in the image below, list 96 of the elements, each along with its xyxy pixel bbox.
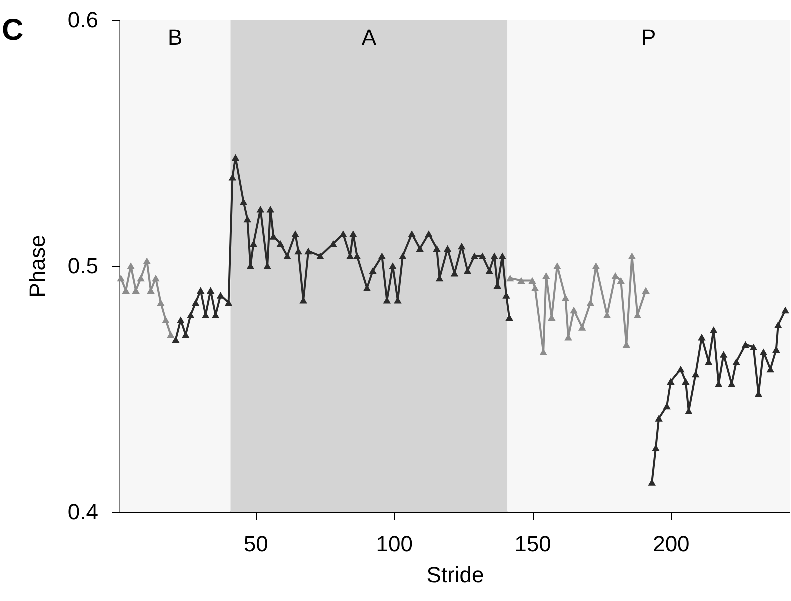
band-label: A xyxy=(362,25,377,50)
point xyxy=(528,277,536,284)
point xyxy=(782,306,790,314)
point xyxy=(266,206,274,213)
point xyxy=(554,262,562,270)
point xyxy=(677,366,685,373)
point xyxy=(270,233,278,240)
point xyxy=(187,312,195,319)
point xyxy=(117,274,125,282)
point xyxy=(444,245,452,252)
text: C xyxy=(2,14,24,47)
point xyxy=(363,284,372,292)
point xyxy=(655,415,663,422)
point xyxy=(292,230,300,238)
point xyxy=(172,336,180,344)
point xyxy=(196,287,205,294)
point xyxy=(157,300,165,306)
point xyxy=(284,252,292,260)
x-axis-title: Stride xyxy=(426,562,484,588)
point xyxy=(127,262,135,270)
x-tick-label: 150 xyxy=(514,532,552,556)
point xyxy=(340,230,348,238)
point xyxy=(506,314,514,322)
point xyxy=(162,316,170,324)
point xyxy=(774,322,782,328)
point xyxy=(772,346,780,353)
point xyxy=(667,378,675,385)
point xyxy=(206,287,215,294)
point xyxy=(478,252,487,260)
point xyxy=(224,300,233,306)
point xyxy=(256,206,265,213)
band-label: P xyxy=(641,25,656,50)
point xyxy=(612,272,620,280)
point xyxy=(586,300,595,306)
point xyxy=(433,245,441,252)
point xyxy=(378,252,386,260)
point xyxy=(498,252,506,260)
y-axis-title: Phase xyxy=(24,235,50,298)
point xyxy=(167,332,175,338)
x-tick-label: 200 xyxy=(653,532,690,556)
band-label: B xyxy=(168,25,183,50)
point xyxy=(698,334,706,341)
point xyxy=(682,378,690,385)
point xyxy=(720,351,728,358)
point xyxy=(143,258,152,264)
point xyxy=(330,240,338,248)
point xyxy=(490,252,498,260)
point xyxy=(470,252,479,260)
point xyxy=(369,268,377,274)
y-tick-label: 0.4 xyxy=(68,500,98,524)
point xyxy=(316,252,324,260)
point xyxy=(648,479,656,486)
point xyxy=(506,274,514,282)
point xyxy=(542,272,550,280)
point xyxy=(486,268,494,274)
point xyxy=(177,316,185,324)
point xyxy=(562,294,570,302)
point xyxy=(592,262,600,270)
point xyxy=(244,216,252,223)
point xyxy=(192,300,200,306)
point xyxy=(350,230,358,238)
point xyxy=(742,341,750,348)
point xyxy=(232,154,240,162)
point xyxy=(531,284,540,292)
x-tick-label: 50 xyxy=(244,532,268,556)
point xyxy=(389,262,397,270)
point xyxy=(578,324,586,331)
point xyxy=(425,230,433,238)
point xyxy=(570,306,578,314)
point xyxy=(652,444,660,452)
y-tick-label: 0.6 xyxy=(68,8,98,32)
x-tick-label: 100 xyxy=(376,532,413,556)
point xyxy=(353,252,362,260)
point xyxy=(137,274,145,282)
point xyxy=(732,358,740,366)
point xyxy=(750,344,758,351)
point xyxy=(250,240,258,248)
point xyxy=(399,252,407,260)
point xyxy=(692,370,700,378)
point xyxy=(642,287,650,294)
y-tick-label: 0.5 xyxy=(68,254,98,278)
point xyxy=(408,230,416,238)
point xyxy=(294,248,302,255)
point xyxy=(760,348,768,356)
point xyxy=(228,174,237,181)
point xyxy=(416,245,424,252)
point xyxy=(617,277,625,284)
point xyxy=(502,292,510,299)
point xyxy=(628,252,636,260)
point xyxy=(152,274,160,282)
point xyxy=(240,198,248,206)
point xyxy=(518,277,526,284)
point xyxy=(458,242,466,250)
point xyxy=(304,248,312,255)
point xyxy=(276,240,284,248)
point xyxy=(710,326,718,334)
